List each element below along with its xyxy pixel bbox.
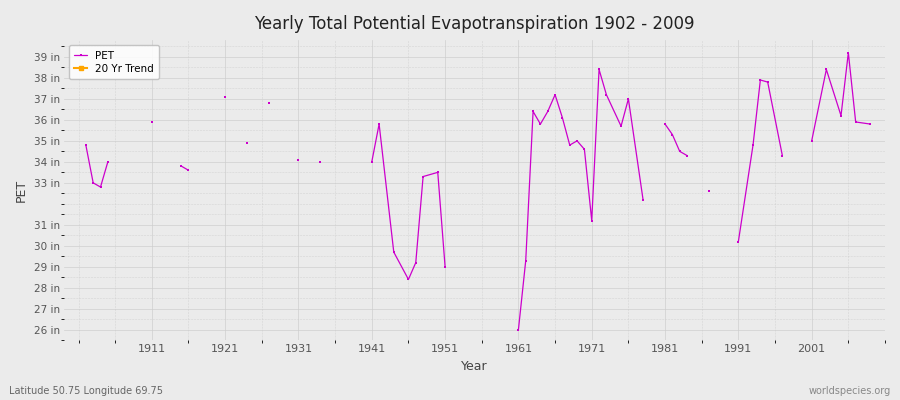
PET — [865, 122, 876, 126]
Line: PET: PET — [85, 51, 872, 331]
X-axis label: Year: Year — [461, 360, 488, 373]
Title: Yearly Total Potential Evapotranspiration 1902 - 2009: Yearly Total Potential Evapotranspiratio… — [254, 15, 695, 33]
Y-axis label: PET: PET — [15, 179, 28, 202]
Text: worldspecies.org: worldspecies.org — [809, 386, 891, 396]
PET — [843, 50, 854, 55]
PET — [550, 92, 561, 97]
Legend: PET, 20 Yr Trend: PET, 20 Yr Trend — [69, 45, 159, 79]
PET — [293, 157, 304, 162]
PET — [762, 80, 773, 84]
PET — [366, 160, 377, 164]
Text: Latitude 50.75 Longitude 69.75: Latitude 50.75 Longitude 69.75 — [9, 386, 163, 396]
PET — [80, 143, 91, 148]
